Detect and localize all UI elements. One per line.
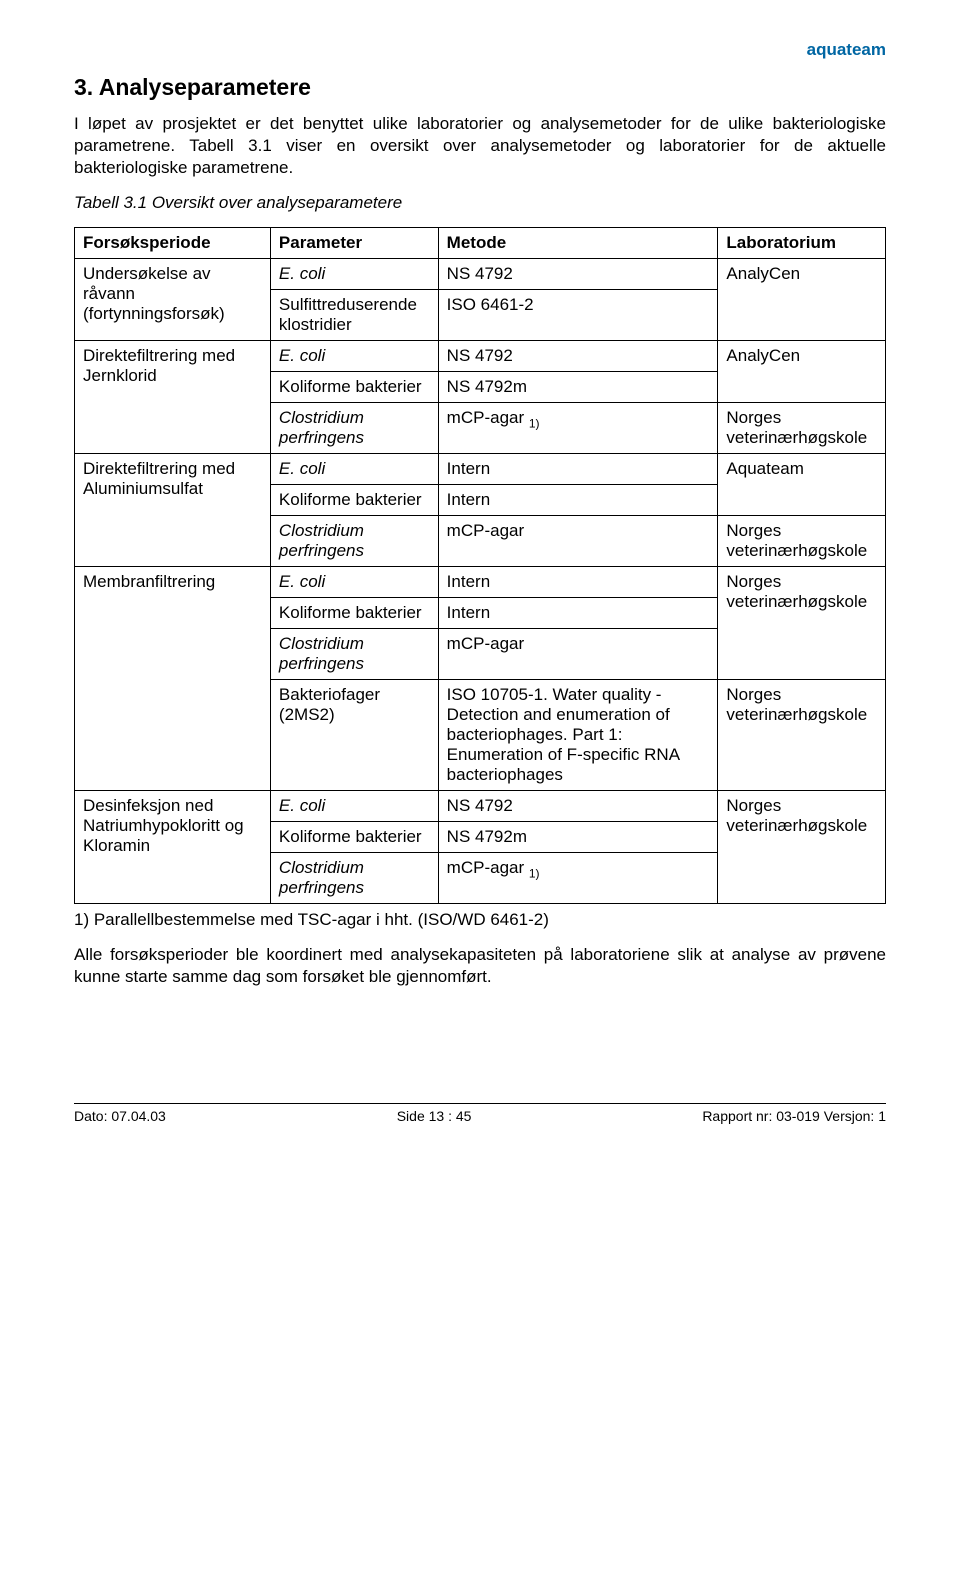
- cell-param: Koliforme bakterier: [270, 485, 438, 516]
- cell-method: NS 4792: [438, 341, 718, 372]
- cell-fp: Direktefiltrering med Aluminiumsulfat: [75, 454, 271, 567]
- cell-method: ISO 10705-1. Water quality - Detection a…: [438, 680, 718, 791]
- cell-method: Intern: [438, 454, 718, 485]
- cell-lab: Norges veterinærhøgskole: [718, 567, 886, 680]
- cell-lab: Norges veterinærhøgskole: [718, 680, 886, 791]
- cell-method: Intern: [438, 598, 718, 629]
- footer-report: Rapport nr: 03-019 Versjon: 1: [702, 1108, 886, 1124]
- cell-method: ISO 6461-2: [438, 290, 718, 341]
- cell-method: Intern: [438, 567, 718, 598]
- cell-param: Bakteriofager (2MS2): [270, 680, 438, 791]
- section-title: 3. Analyseparametere: [74, 74, 886, 101]
- table-row: Desinfeksjon ned Natriumhypokloritt og K…: [75, 791, 886, 822]
- cell-param: Koliforme bakterier: [270, 372, 438, 403]
- page-footer: Dato: 07.04.03 Side 13 : 45 Rapport nr: …: [74, 1103, 886, 1124]
- table-row: Undersøkelse av råvann (fortynningsforsø…: [75, 259, 886, 290]
- footer-page: Side 13 : 45: [397, 1108, 472, 1124]
- col-header-laboratorium: Laboratorium: [718, 228, 886, 259]
- cell-lab: Norges veterinærhøgskole: [718, 791, 886, 904]
- cell-lab: AnalyCen: [718, 341, 886, 403]
- cell-method: mCP-agar: [438, 629, 718, 680]
- cell-method: NS 4792: [438, 259, 718, 290]
- table-caption: Tabell 3.1 Oversikt over analyseparamete…: [74, 193, 886, 213]
- paragraph-intro: I løpet av prosjektet er det benyttet ul…: [74, 113, 886, 179]
- table-row: Direktefiltrering med Jernklorid E. coli…: [75, 341, 886, 372]
- analyse-table: Forsøksperiode Parameter Metode Laborato…: [74, 227, 886, 904]
- cell-param: E. coli: [270, 567, 438, 598]
- cell-fp: Desinfeksjon ned Natriumhypokloritt og K…: [75, 791, 271, 904]
- cell-param: Koliforme bakterier: [270, 598, 438, 629]
- cell-method: mCP-agar 1): [438, 403, 718, 454]
- cell-lab: Norges veterinærhøgskole: [718, 403, 886, 454]
- cell-fp: Undersøkelse av råvann (fortynningsforsø…: [75, 259, 271, 341]
- cell-method: mCP-agar: [438, 516, 718, 567]
- cell-param: Clostridium perfringens: [270, 516, 438, 567]
- cell-lab: AnalyCen: [718, 259, 886, 341]
- paragraph-outro: Alle forsøksperioder ble koordinert med …: [74, 944, 886, 988]
- cell-method: NS 4792m: [438, 372, 718, 403]
- cell-param: Clostridium perfringens: [270, 853, 438, 904]
- cell-param: E. coli: [270, 259, 438, 290]
- cell-fp: Membranfiltrering: [75, 567, 271, 791]
- table-row: Direktefiltrering med Aluminiumsulfat E.…: [75, 454, 886, 485]
- cell-param: Sulfittreduserende klostridier: [270, 290, 438, 341]
- cell-method-text: mCP-agar: [447, 408, 529, 427]
- cell-lab: Norges veterinærhøgskole: [718, 516, 886, 567]
- cell-method-sub: 1): [529, 867, 540, 881]
- cell-lab: Aquateam: [718, 454, 886, 516]
- table-header-row: Forsøksperiode Parameter Metode Laborato…: [75, 228, 886, 259]
- cell-param: E. coli: [270, 341, 438, 372]
- table-footnote: 1) Parallellbestemmelse med TSC-agar i h…: [102, 910, 886, 930]
- cell-method: mCP-agar 1): [438, 853, 718, 904]
- col-header-parameter: Parameter: [270, 228, 438, 259]
- col-header-metode: Metode: [438, 228, 718, 259]
- cell-param: E. coli: [270, 454, 438, 485]
- cell-param: Clostridium perfringens: [270, 629, 438, 680]
- cell-method: NS 4792: [438, 791, 718, 822]
- table-row: Membranfiltrering E. coli Intern Norges …: [75, 567, 886, 598]
- cell-param: Koliforme bakterier: [270, 822, 438, 853]
- cell-param: E. coli: [270, 791, 438, 822]
- cell-fp: Direktefiltrering med Jernklorid: [75, 341, 271, 454]
- col-header-forsoksperiode: Forsøksperiode: [75, 228, 271, 259]
- cell-method-sub: 1): [529, 417, 540, 431]
- cell-method-text: mCP-agar: [447, 858, 529, 877]
- brand-header: aquateam: [74, 40, 886, 60]
- footer-date: Dato: 07.04.03: [74, 1108, 166, 1124]
- cell-method: NS 4792m: [438, 822, 718, 853]
- cell-param: Clostridium perfringens: [270, 403, 438, 454]
- cell-method: Intern: [438, 485, 718, 516]
